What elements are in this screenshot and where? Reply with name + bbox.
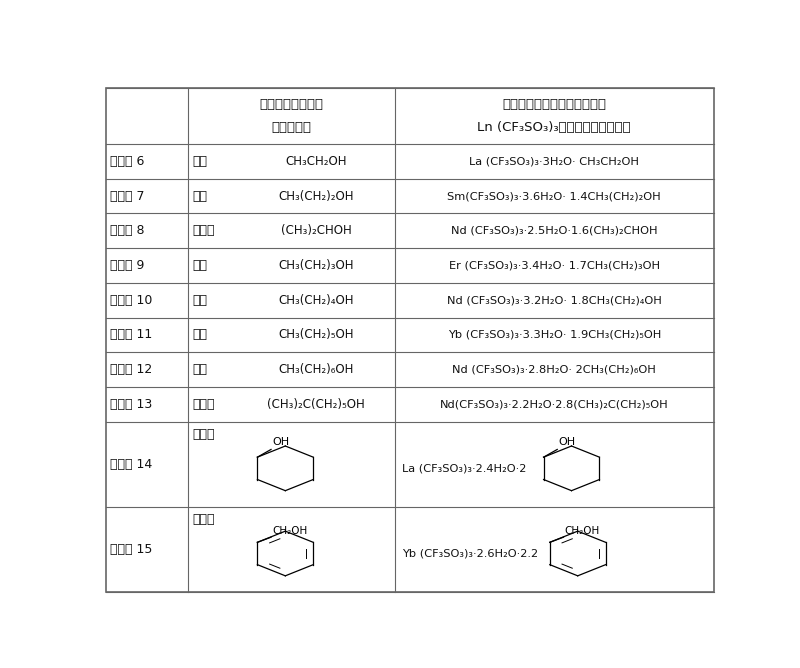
Text: CH₃(CH₂)₃OH: CH₃(CH₂)₃OH <box>278 259 354 272</box>
Text: La (CF₃SO₃)₃·3H₂O· CH₃CH₂OH: La (CF₃SO₃)₃·3H₂O· CH₃CH₂OH <box>470 156 639 166</box>
Text: 醇类化合物与三氟甲磺酸稀土: 醇类化合物与三氟甲磺酸稀土 <box>502 98 606 111</box>
Text: La (CF₃SO₃)₃·2.4H₂O·2: La (CF₃SO₃)₃·2.4H₂O·2 <box>402 464 526 474</box>
Text: CH₃(CH₂)₆OH: CH₃(CH₂)₆OH <box>278 363 354 376</box>
Text: CH₃CH₂OH: CH₃CH₂OH <box>286 155 347 168</box>
Text: 作为给电子配体的: 作为给电子配体的 <box>259 98 323 111</box>
Text: 实施例 13: 实施例 13 <box>110 398 152 411</box>
Text: 环己醇: 环己醇 <box>192 428 214 441</box>
Text: 异辛醇: 异辛醇 <box>192 398 214 411</box>
Text: (CH₃)₂C(CH₂)₅OH: (CH₃)₂C(CH₂)₅OH <box>267 398 365 411</box>
Text: 实施例 14: 实施例 14 <box>110 458 152 471</box>
Text: 醇类化合物: 醇类化合物 <box>271 121 311 134</box>
Text: 异丙醇: 异丙醇 <box>192 224 214 237</box>
Text: 己醇: 己醇 <box>192 329 207 341</box>
Text: 乙醇: 乙醇 <box>192 155 207 168</box>
Text: 丙醇: 丙醇 <box>192 190 207 202</box>
Text: CH₂OH: CH₂OH <box>272 526 307 536</box>
Text: 实施例 11: 实施例 11 <box>110 329 152 341</box>
Text: 实施例 15: 实施例 15 <box>110 543 152 556</box>
Text: Yb (CF₃SO₃)₃·2.6H₂O·2.2: Yb (CF₃SO₃)₃·2.6H₂O·2.2 <box>402 548 538 558</box>
Text: Er (CF₃SO₃)₃·3.4H₂O· 1.7CH₃(CH₂)₃OH: Er (CF₃SO₃)₃·3.4H₂O· 1.7CH₃(CH₂)₃OH <box>449 261 660 271</box>
Text: Nd (CF₃SO₃)₃·3.2H₂O· 1.8CH₃(CH₂)₄OH: Nd (CF₃SO₃)₃·3.2H₂O· 1.8CH₃(CH₂)₄OH <box>447 295 662 305</box>
Text: OH: OH <box>558 438 575 448</box>
Text: (CH₃)₂CHOH: (CH₃)₂CHOH <box>281 224 352 237</box>
Text: Yb (CF₃SO₃)₃·3.3H₂O· 1.9CH₃(CH₂)₅OH: Yb (CF₃SO₃)₃·3.3H₂O· 1.9CH₃(CH₂)₅OH <box>448 330 661 340</box>
Text: 庚醇: 庚醇 <box>192 363 207 376</box>
Text: OH: OH <box>272 438 290 448</box>
Text: CH₃(CH₂)₂OH: CH₃(CH₂)₂OH <box>278 190 354 202</box>
Text: 实施例 8: 实施例 8 <box>110 224 145 237</box>
Text: 实施例 7: 实施例 7 <box>110 190 145 202</box>
Text: 实施例 9: 实施例 9 <box>110 259 144 272</box>
Text: Nd (CF₃SO₃)₃·2.8H₂O· 2CH₃(CH₂)₆OH: Nd (CF₃SO₃)₃·2.8H₂O· 2CH₃(CH₂)₆OH <box>452 365 656 375</box>
Text: 丁醇: 丁醇 <box>192 259 207 272</box>
Text: CH₃(CH₂)₄OH: CH₃(CH₂)₄OH <box>278 294 354 307</box>
Text: Nd(CF₃SO₃)₃·2.2H₂O·2.8(CH₃)₂C(CH₂)₅OH: Nd(CF₃SO₃)₃·2.2H₂O·2.8(CH₃)₂C(CH₂)₅OH <box>440 399 669 409</box>
Text: CH₃(CH₂)₅OH: CH₃(CH₂)₅OH <box>278 329 354 341</box>
Text: CH₂OH: CH₂OH <box>565 526 600 536</box>
Text: Sm(CF₃SO₃)₃·3.6H₂O· 1.4CH₃(CH₂)₂OH: Sm(CF₃SO₃)₃·3.6H₂O· 1.4CH₃(CH₂)₂OH <box>447 191 661 201</box>
Text: Ln (CF₃SO₃)₃形成的配合物结构式: Ln (CF₃SO₃)₃形成的配合物结构式 <box>478 121 631 134</box>
Text: Nd (CF₃SO₃)₃·2.5H₂O·1.6(CH₃)₂CHOH: Nd (CF₃SO₃)₃·2.5H₂O·1.6(CH₃)₂CHOH <box>451 226 658 236</box>
Text: 苯甲醇: 苯甲醇 <box>192 513 214 526</box>
Text: 实施例 6: 实施例 6 <box>110 155 144 168</box>
Text: 实施例 10: 实施例 10 <box>110 294 152 307</box>
Text: 实施例 12: 实施例 12 <box>110 363 152 376</box>
Text: 戊醇: 戊醇 <box>192 294 207 307</box>
